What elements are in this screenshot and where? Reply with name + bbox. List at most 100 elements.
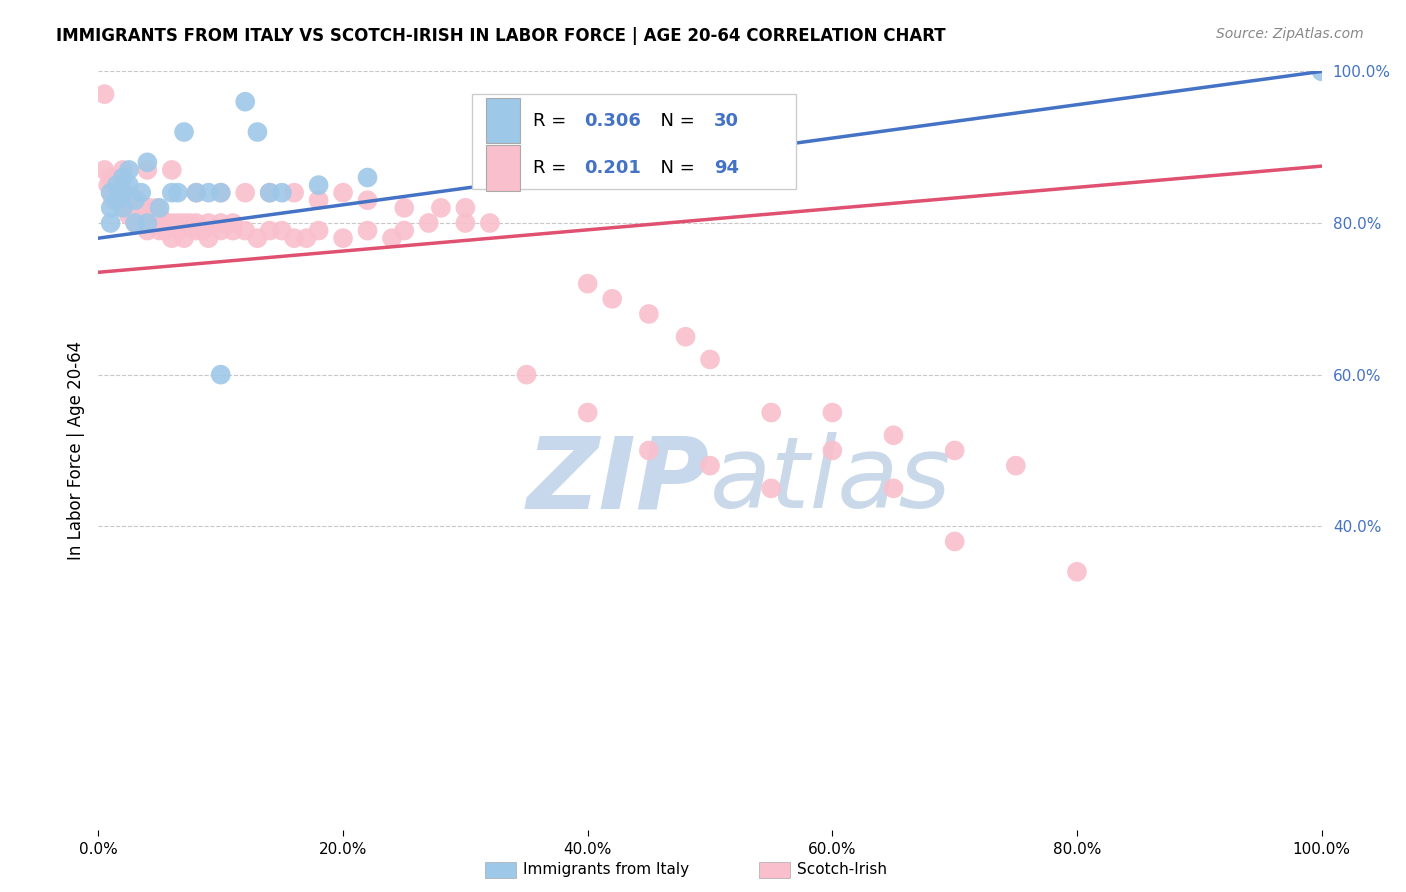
FancyBboxPatch shape [471,95,796,189]
Point [576,405,599,420]
Point [1066,565,1088,579]
Text: Source: ZipAtlas.com: Source: ZipAtlas.com [1216,27,1364,41]
Point [136,155,159,169]
Point [637,307,661,321]
Point [283,186,305,200]
Point [295,231,318,245]
Point [93,163,115,178]
Text: R =: R = [533,112,572,129]
Point [943,443,966,458]
Point [454,216,477,230]
Point [124,194,146,208]
Point [308,223,330,237]
Point [233,95,256,109]
Point [173,231,195,245]
Point [699,352,721,367]
Point [233,186,256,200]
Point [136,223,159,237]
Point [100,186,122,200]
Point [111,163,134,178]
Point [209,223,232,237]
Point [209,368,232,382]
Point [270,186,294,200]
Point [637,443,661,458]
Point [160,216,183,230]
Point [101,194,124,208]
Point [136,216,159,230]
Point [454,201,477,215]
Point [173,125,195,139]
Point [167,223,190,237]
Point [270,223,294,237]
Point [197,186,219,200]
Text: N =: N = [648,159,700,177]
Point [356,194,378,208]
Point [430,201,453,215]
Point [111,170,134,185]
Point [100,186,122,200]
Point [699,458,721,473]
Point [883,482,905,496]
Point [222,216,245,230]
Text: R =: R = [533,159,572,177]
FancyBboxPatch shape [486,145,520,191]
Point [332,231,354,245]
Point [167,216,190,230]
Point [356,170,378,185]
Point [209,216,232,230]
Point [675,330,697,344]
Point [160,163,183,178]
Point [129,216,152,230]
Point [392,201,416,215]
Text: IMMIGRANTS FROM ITALY VS SCOTCH-IRISH IN LABOR FORCE | AGE 20-64 CORRELATION CHA: IMMIGRANTS FROM ITALY VS SCOTCH-IRISH IN… [56,27,946,45]
Point [197,231,219,245]
Point [127,194,149,208]
Point [93,87,115,102]
Point [418,216,440,230]
Point [186,223,208,237]
Point [821,405,844,420]
Point [129,186,152,200]
Point [134,201,156,215]
Point [173,216,195,230]
Point [186,186,208,200]
Point [259,223,281,237]
Point [332,186,354,200]
Text: Scotch-Irish: Scotch-Irish [797,863,887,877]
Point [943,534,966,549]
Point [233,223,256,237]
Point [259,186,281,200]
Point [186,186,208,200]
Point [179,216,201,230]
Point [883,428,905,442]
Point [160,186,183,200]
Point [118,178,141,193]
Point [155,223,177,237]
Point [136,209,159,223]
Point [105,194,128,208]
FancyBboxPatch shape [486,98,520,144]
Text: Immigrants from Italy: Immigrants from Italy [523,863,689,877]
Y-axis label: In Labor Force | Age 20-64: In Labor Force | Age 20-64 [66,341,84,560]
Point [259,186,281,200]
Point [308,178,330,193]
Point [129,201,152,215]
Point [124,216,146,230]
Point [111,186,134,200]
Point [149,201,172,215]
Point [761,482,783,496]
Point [100,170,122,185]
Point [105,178,128,193]
Point [1004,458,1026,473]
Point [576,277,599,291]
Point [600,292,623,306]
Point [100,216,122,230]
Point [124,201,146,215]
Point [167,186,190,200]
Point [110,186,132,200]
Point [124,216,146,230]
Point [308,194,330,208]
Point [222,223,245,237]
Text: 0.306: 0.306 [583,112,641,129]
Point [111,194,134,208]
